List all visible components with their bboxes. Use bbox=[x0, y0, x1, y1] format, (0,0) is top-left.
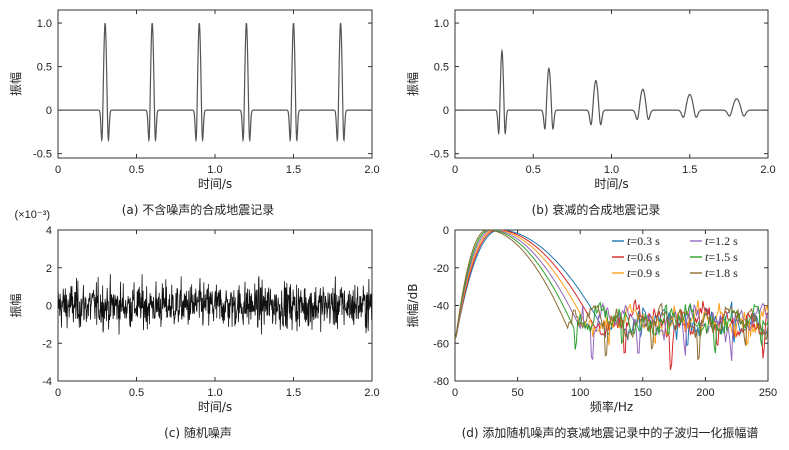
x-axis-label: 时间/s bbox=[594, 177, 628, 191]
legend-entry-2: t=0.9 s bbox=[627, 266, 660, 280]
plot-frame bbox=[57, 9, 373, 159]
legend-value: =1.2 s bbox=[708, 234, 738, 248]
legend-entry-3: t=1.2 s bbox=[705, 234, 738, 248]
y-tick-label: -4 bbox=[42, 376, 52, 388]
x-tick-label: 2.0 bbox=[364, 387, 379, 399]
legend-var: t bbox=[705, 250, 709, 264]
y-tick-label: -0.5 bbox=[33, 149, 52, 161]
plot-frame bbox=[454, 9, 769, 159]
x-tick-label: 0 bbox=[55, 164, 61, 176]
legend-var: t bbox=[627, 250, 631, 264]
x-tick-label: 1.0 bbox=[207, 164, 222, 176]
y-tick-label: 0.5 bbox=[434, 62, 449, 74]
y-tick-label: -40 bbox=[433, 301, 449, 313]
series-line bbox=[455, 48, 768, 135]
x-tick-label: 0 bbox=[452, 387, 458, 399]
series-line-5 bbox=[455, 230, 768, 361]
x-tick-label: 0.5 bbox=[129, 164, 144, 176]
y-tick-label: -0.5 bbox=[430, 149, 449, 161]
chart-a: 0 0.5 1.0 1.5 2.0-0.500.51.0时间/s振幅(a) 不含噪声的合… bbox=[8, 9, 380, 217]
legend-var: t bbox=[627, 234, 631, 248]
x-axis-label: 时间/s bbox=[198, 400, 232, 414]
legend-entry-5: t=1.8 s bbox=[705, 266, 738, 280]
y-axis-label: 振幅 bbox=[405, 72, 420, 96]
y-tick-label: 1.0 bbox=[37, 18, 52, 30]
x-tick-label: 200 bbox=[696, 387, 714, 399]
y-tick-label: -20 bbox=[433, 263, 449, 275]
x-tick-label: 0.5 bbox=[526, 164, 541, 176]
x-tick-label: 1.0 bbox=[207, 387, 222, 399]
series-line bbox=[58, 22, 372, 143]
x-tick-label: 2.0 bbox=[760, 164, 775, 176]
x-tick-label: 2.0 bbox=[364, 164, 379, 176]
x-axis-label: 时间/s bbox=[198, 177, 232, 191]
y-tick-label: -60 bbox=[433, 338, 449, 350]
chart-b: 0 0.5 1.0 1.5 2.0-0.500.51.0时间/s振幅(b) 衰减的合成地… bbox=[405, 9, 776, 217]
y-tick-label: 0 bbox=[443, 105, 449, 117]
noise-line bbox=[58, 274, 372, 335]
y-tick-label: 0 bbox=[443, 225, 449, 237]
chart-d: 0 50 100 150 200 250 0 -20 -40 -60 -80 频率/Hz 振幅/dB (d… bbox=[405, 225, 777, 440]
y-tick-label: 0 bbox=[46, 301, 52, 313]
legend-value: =1.8 s bbox=[708, 266, 738, 280]
y-tick-label: -2 bbox=[42, 338, 52, 350]
x-tick-label: 1.5 bbox=[286, 164, 301, 176]
legend-value: =0.9 s bbox=[630, 266, 660, 280]
y-tick-label: 4 bbox=[46, 225, 52, 237]
x-tick-label: 0 bbox=[452, 164, 458, 176]
caption: (b) 衰减的合成地震记录 bbox=[532, 202, 661, 217]
y-tick-label: -80 bbox=[433, 376, 449, 388]
legend-var: t bbox=[705, 266, 709, 280]
y-scale-note: (×10⁻³) bbox=[15, 209, 50, 221]
legend-value: =1.5 s bbox=[708, 250, 738, 264]
x-tick-label: 0 bbox=[55, 387, 61, 399]
legend-value: =0.6 s bbox=[630, 250, 660, 264]
x-tick-label: 150 bbox=[634, 387, 652, 399]
series-line-4 bbox=[455, 230, 768, 354]
x-tick-label: 1.5 bbox=[286, 387, 301, 399]
caption: (d) 添加随机噪声的衰减地震记录中的子波归一化振幅谱 bbox=[462, 425, 759, 440]
caption: (a) 不含噪声的合成地震记录 bbox=[122, 202, 275, 217]
legend-entry-4: t=1.5 s bbox=[705, 250, 738, 264]
legend-value: =0.3 s bbox=[630, 234, 660, 248]
x-tick-label: 0.5 bbox=[129, 387, 144, 399]
x-tick-label: 1.0 bbox=[604, 164, 619, 176]
y-tick-label: 2 bbox=[46, 263, 52, 275]
x-tick-label: 100 bbox=[571, 387, 589, 399]
legend-var: t bbox=[627, 266, 631, 280]
y-axis-label: 振幅/dB bbox=[405, 284, 420, 328]
x-axis-label: 频率/Hz bbox=[590, 399, 633, 414]
y-tick-label: 1.0 bbox=[434, 18, 449, 30]
legend-entry-1: t=0.6 s bbox=[627, 250, 660, 264]
x-tick-label: 50 bbox=[511, 387, 523, 399]
y-tick-label: 0.5 bbox=[37, 62, 52, 74]
y-axis-label: 振幅 bbox=[8, 72, 23, 96]
x-tick-label: 1.5 bbox=[682, 164, 697, 176]
legend-entry-0: t=0.3 s bbox=[627, 234, 660, 248]
x-tick-label: 250 bbox=[759, 387, 777, 399]
y-tick-label: 0 bbox=[46, 105, 52, 117]
chart-c: 0 0.5 1.0 1.5 2.0 -4 -2 0 2 4 时间/s 振幅 (c) 随机噪声 (×10⁻³… bbox=[8, 209, 380, 440]
caption: (c) 随机噪声 bbox=[164, 425, 232, 440]
legend-var: t bbox=[705, 234, 709, 248]
y-axis-label: 振幅 bbox=[8, 293, 23, 317]
